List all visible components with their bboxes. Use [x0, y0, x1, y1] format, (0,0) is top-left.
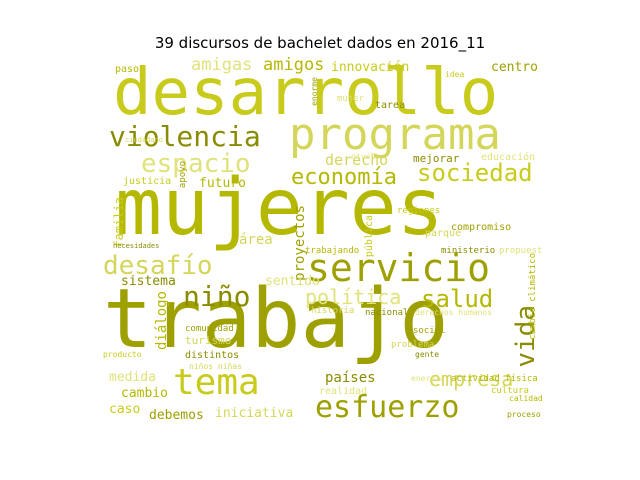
word-cambio-climatico: cambio climático [528, 253, 538, 340]
word-tarea: tarea [375, 100, 406, 111]
word-area: área [239, 232, 273, 248]
word-paises: países [325, 370, 376, 386]
word-servicio: servicio [307, 246, 491, 290]
word-ciudadano: ciudadano [125, 136, 163, 144]
word-social: social [413, 326, 446, 336]
word-empresa: empresa [429, 367, 514, 391]
word-educacion: educación [481, 152, 536, 163]
word-publica: pública [364, 215, 375, 258]
word-actividad-fisica: actividad física [451, 374, 538, 384]
word-nacional: nacional [365, 308, 409, 318]
word-comunidad: comunidad [185, 324, 234, 334]
word-gente: gente [415, 350, 440, 359]
word-desarrollo: desarrollo [113, 57, 499, 130]
word-paso: paso [115, 64, 140, 75]
word-parque: parque [425, 228, 462, 239]
word-problema: problema [391, 340, 435, 350]
word-medida: medida [109, 370, 156, 385]
word-propuesta: propuesta [499, 246, 542, 256]
word-apoyo: apoyo [178, 161, 188, 189]
word-trabajo: trabajo [103, 272, 449, 367]
word-ninos-ninas: niños niñas [189, 362, 242, 371]
word-centro: centro [491, 60, 538, 75]
word-calidad: calidad [509, 394, 542, 403]
word-turismo: turismo [185, 334, 232, 347]
word-sociedad: sociedad [417, 159, 533, 187]
word-sentido: sentido [265, 274, 320, 289]
word-nino: niño [183, 280, 251, 313]
word-programa: programa [289, 109, 501, 160]
word-mejorar: mejorar [413, 152, 460, 165]
word-derechos-humanos: derechos humanos [415, 308, 493, 317]
word-trabajando: trabajando [305, 246, 360, 256]
word-familia: familia [112, 197, 126, 248]
word-regiones: regiones [397, 206, 441, 216]
word-dialogo: diálogo [154, 291, 170, 351]
chart-title: 39 discursos de bachelet dados en 2016_1… [154, 34, 486, 52]
word-esfuerzo: esfuerzo [315, 390, 460, 425]
word-distintos: distintos [185, 350, 240, 361]
word-iniciativa: iniciativa [215, 406, 294, 421]
word-innovacion: innovación [331, 60, 410, 75]
word-proceso: proceso [507, 410, 541, 419]
word-salud: salud [421, 285, 494, 313]
word-tema: tema [173, 362, 260, 403]
word-proyectos: proyectos [292, 205, 308, 281]
word-producto: producto [103, 350, 142, 359]
word-debemos: debemos [149, 408, 204, 423]
word-historia: historia [311, 306, 355, 316]
word-cultura: cultura [491, 386, 529, 396]
word-amigas: amigas [191, 57, 253, 75]
word-caso: caso [109, 402, 141, 417]
word-espacio: espacio [141, 149, 251, 179]
word-cloud: desarrollo programa mujeres trabajo viol… [99, 57, 542, 428]
word-amigos: amigos [263, 57, 325, 75]
word-nivel: nivel [351, 152, 376, 161]
word-justicia: justicia [123, 176, 172, 187]
word-violencia: violencia [109, 120, 261, 153]
word-sistema: sistema [121, 274, 176, 289]
word-enorme: enorme [310, 77, 319, 106]
word-cambio: cambio [121, 386, 168, 401]
word-energia: energía [411, 374, 445, 383]
word-idea: idea [445, 70, 465, 79]
word-economia: economía [291, 165, 397, 190]
word-politica: política [305, 285, 402, 309]
word-desafio: desafío [103, 251, 213, 281]
word-derecho: derecho [325, 151, 389, 169]
word-futuro: futuro [199, 176, 246, 191]
word-ministerio: ministerio [441, 246, 496, 256]
word-realidad: realidad [319, 386, 368, 397]
word-necesidades: necesidades [113, 242, 160, 250]
word-mujeres: mujeres [115, 163, 444, 253]
word-compromiso: compromiso [451, 222, 512, 233]
word-mujer: mujer [337, 94, 365, 104]
